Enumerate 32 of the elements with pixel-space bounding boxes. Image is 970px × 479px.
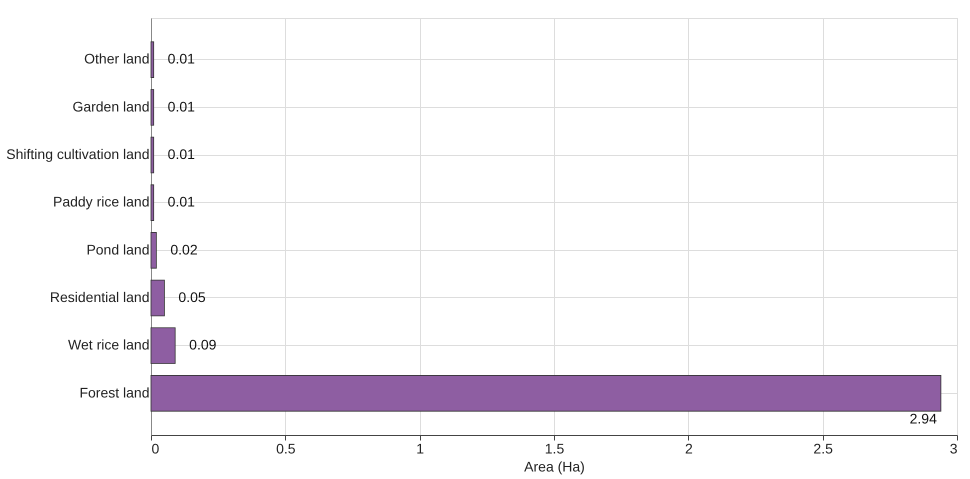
data-label: 0.01 [168, 194, 196, 210]
data-label: 2.94 [910, 410, 938, 426]
x-axis-title: Area (Ha) [524, 458, 585, 474]
y-tick-label: Garden land [72, 98, 150, 114]
bar [150, 280, 165, 316]
bar [150, 184, 154, 221]
x-tick-label: 0.5 [276, 440, 296, 456]
x-tick-label: 0 [152, 440, 160, 456]
x-tick-label: 2.5 [813, 440, 834, 456]
y-tick-label: Pond land [86, 241, 150, 258]
data-label: 0.01 [168, 98, 196, 114]
data-label: 0.01 [168, 146, 196, 162]
x-tick-label: 1 [416, 440, 424, 456]
y-tick-label: Residential land [50, 288, 150, 305]
bar [150, 89, 154, 126]
bar [150, 136, 154, 174]
x-tick-label: 2 [684, 440, 693, 456]
data-label: 0.01 [168, 50, 196, 67]
y-tick-label: Shifting cultivation land [6, 146, 150, 162]
y-tick-label: Paddy rice land [52, 194, 150, 210]
bar [150, 327, 176, 364]
data-label: 0.05 [178, 288, 206, 305]
bar [150, 232, 157, 269]
y-tick-label: Wet rice land [68, 336, 150, 353]
bar [150, 375, 942, 412]
y-tick-label: Other land [84, 50, 150, 67]
x-tick-label: 3 [950, 440, 958, 456]
data-label: 0.02 [170, 241, 198, 258]
bar [150, 41, 154, 78]
x-tick-label: 1.5 [544, 440, 564, 456]
y-tick-label: Forest land [79, 384, 150, 400]
data-label: 0.09 [189, 336, 217, 353]
